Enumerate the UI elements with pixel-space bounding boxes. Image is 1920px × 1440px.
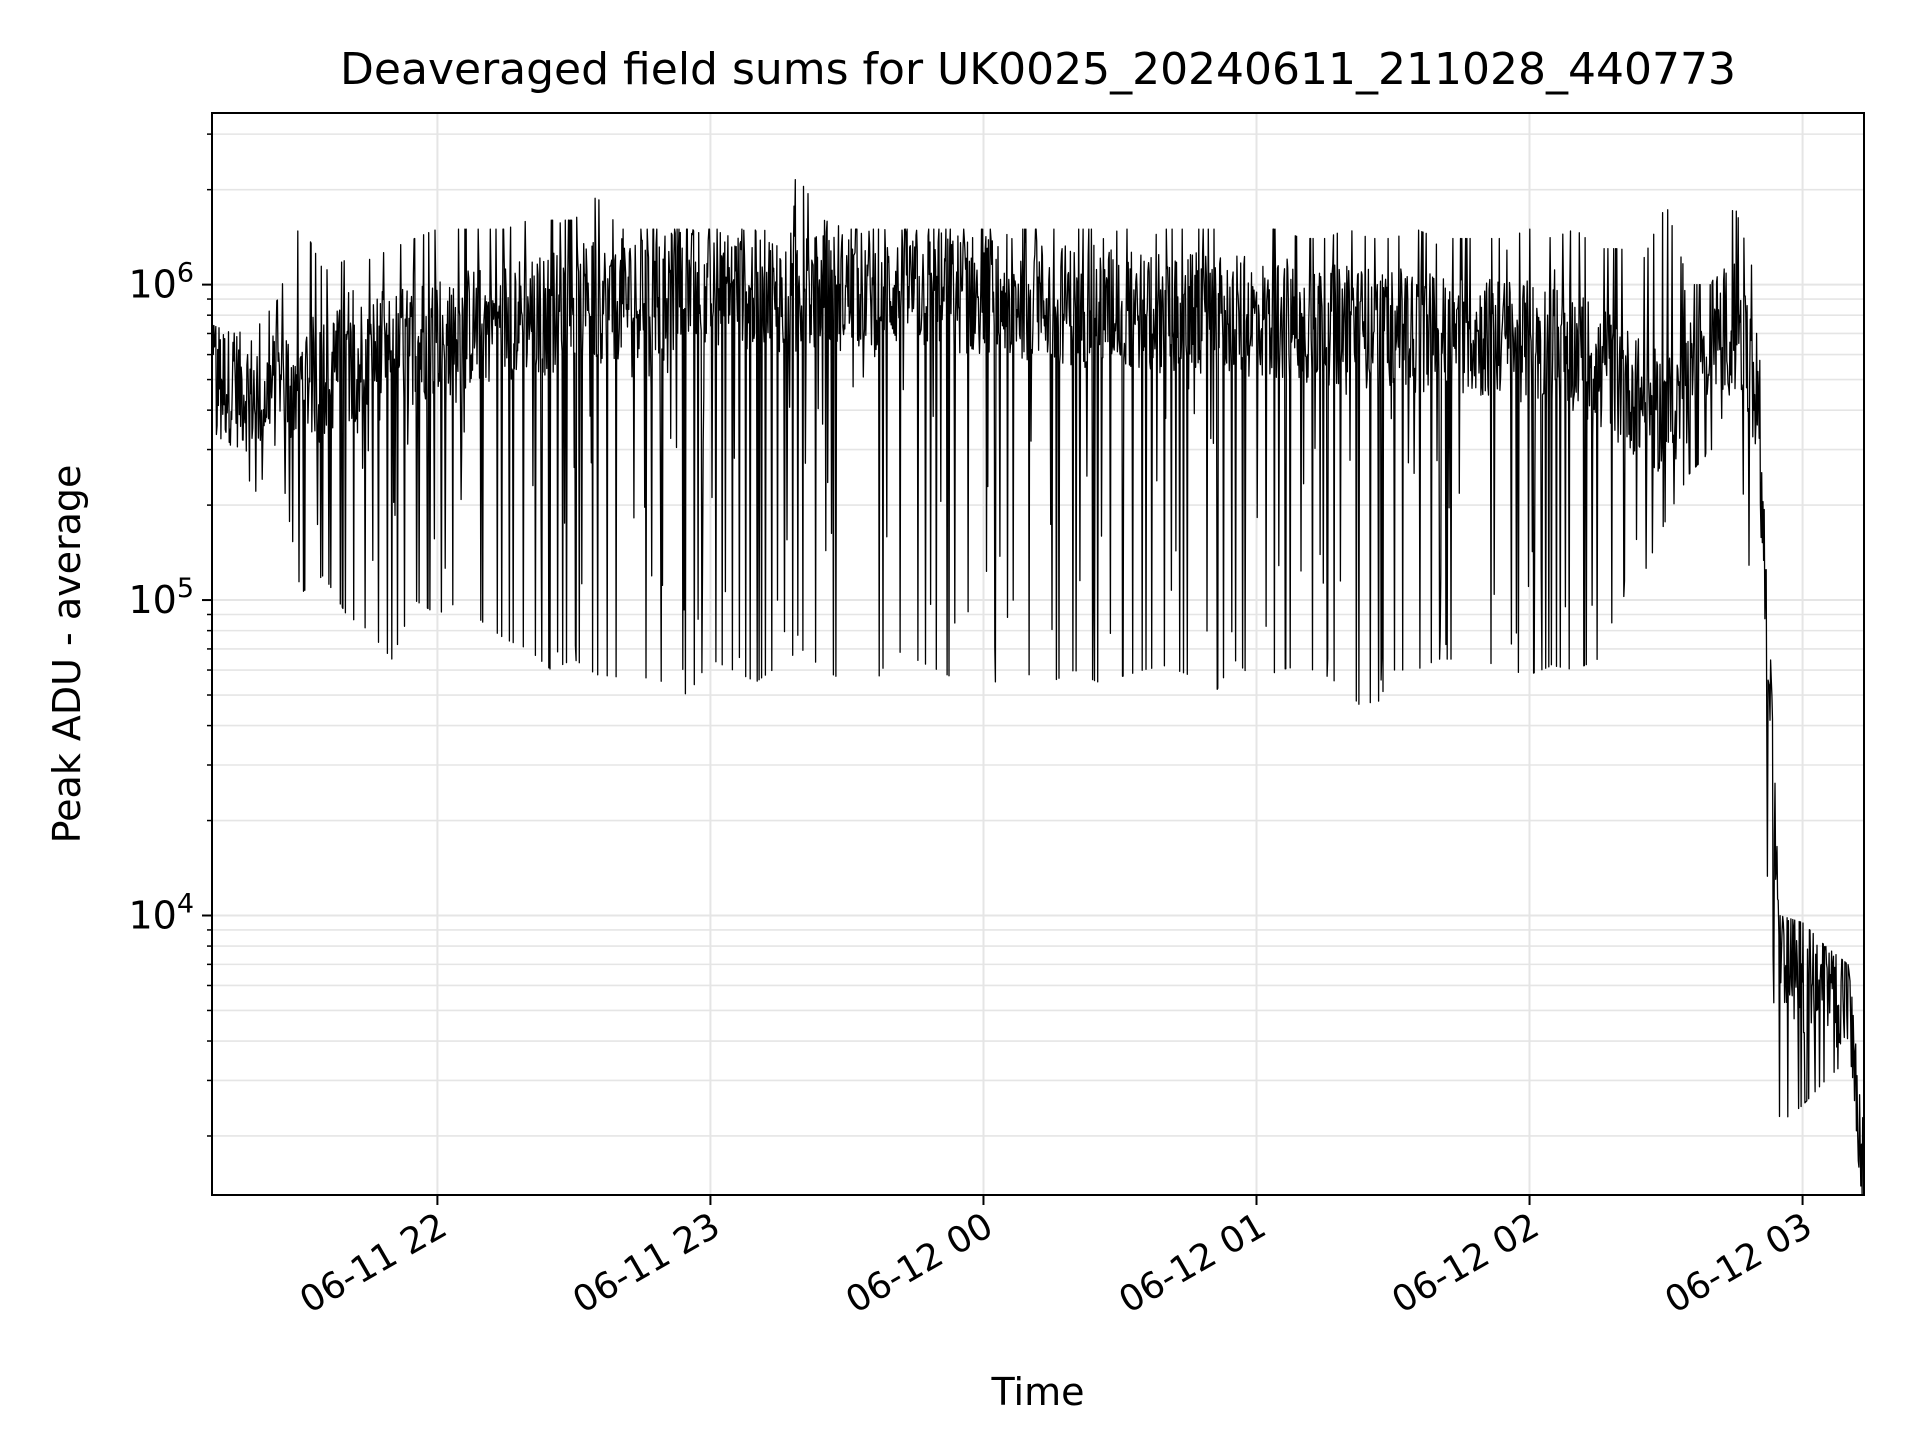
grid-lines — [212, 113, 1864, 1195]
y-axis-label: Peak ADU - average — [45, 465, 89, 844]
chart-title: Deaveraged field sums for UK0025_2024061… — [340, 44, 1736, 95]
y-tick-label: 105 — [128, 573, 194, 622]
x-axis-label: Time — [991, 1370, 1085, 1414]
y-tick-label: 104 — [128, 889, 194, 938]
y-tick-label: 106 — [128, 258, 194, 307]
series-line — [212, 178, 1864, 1195]
series-line-layer — [212, 178, 1864, 1195]
plot-frame — [211, 112, 1865, 1196]
